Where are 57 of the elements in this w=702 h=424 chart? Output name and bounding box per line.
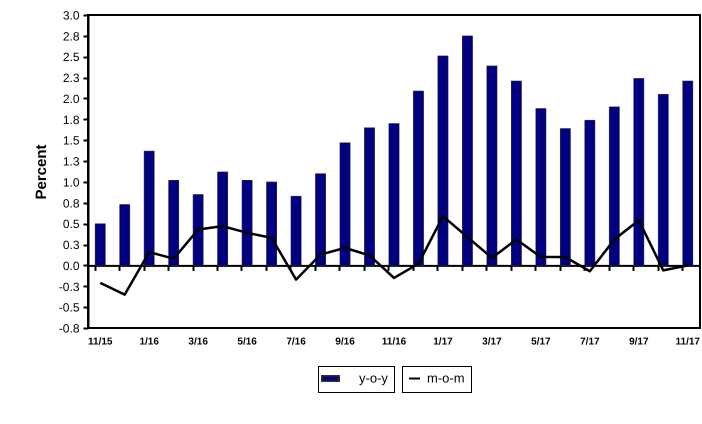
bar <box>144 150 155 266</box>
bar <box>340 142 350 266</box>
x-tick-label: 9/16 <box>335 336 356 348</box>
bar <box>364 127 375 266</box>
y-tick-label: 0.8 <box>62 196 80 210</box>
y-tick-label: -0.3 <box>58 280 80 294</box>
x-tick-label: 7/17 <box>580 336 600 348</box>
y-tick-label: 2.8 <box>62 29 80 44</box>
bar <box>633 78 644 266</box>
bar <box>119 204 130 266</box>
x-tick-label: 3/17 <box>482 336 502 348</box>
y-tick-label: 2.3 <box>62 71 80 86</box>
bar <box>608 106 620 266</box>
y-tick-label: 2.0 <box>62 92 80 106</box>
bar <box>535 108 546 266</box>
y-tick-label: -0.8 <box>58 322 80 336</box>
bar <box>584 120 596 266</box>
y-tick-label: 2.5 <box>62 50 80 64</box>
x-tick-label: 11/16 <box>382 336 407 348</box>
bar <box>217 172 228 266</box>
x-tick-label: 5/17 <box>531 336 552 348</box>
x-tick-label: 7/16 <box>286 336 306 348</box>
legend-label: m-o-m <box>427 370 465 386</box>
y-tick-label: 0.5 <box>62 217 80 232</box>
bar <box>290 196 302 266</box>
legend-label: y-o-y <box>359 370 388 386</box>
y-tick-label: -0.5 <box>58 300 80 315</box>
y-tick-label: 3.0 <box>62 8 80 22</box>
bar <box>462 36 473 266</box>
x-tick-label: 3/16 <box>188 336 208 348</box>
x-tick-label: 1/16 <box>139 336 160 348</box>
x-tick-label: 11/17 <box>676 336 700 348</box>
y-tick-label: 1.3 <box>62 154 80 169</box>
bar <box>266 182 277 266</box>
bar <box>511 80 522 266</box>
bar <box>388 123 400 266</box>
x-tick-label: 11/15 <box>88 336 113 348</box>
y-axis-title: Percent <box>32 144 50 200</box>
bar <box>486 66 498 266</box>
bar <box>438 56 448 266</box>
bar <box>315 173 326 266</box>
bar <box>192 194 204 266</box>
y-tick-label: 0.0 <box>62 258 80 273</box>
bar <box>560 128 571 266</box>
bar <box>242 180 253 266</box>
bar <box>682 80 694 266</box>
y-tick-label: 1.0 <box>62 175 80 190</box>
bar <box>658 94 669 266</box>
x-tick-label: 9/17 <box>629 336 649 348</box>
x-tick-label: 1/17 <box>433 336 454 348</box>
y-tick-label: 0.3 <box>62 238 80 252</box>
y-tick-label: 1.8 <box>62 112 80 127</box>
y-tick-label: 1.5 <box>62 134 80 148</box>
x-tick-label: 5/16 <box>237 336 258 348</box>
bar <box>413 90 424 266</box>
bar <box>94 223 106 266</box>
bar <box>168 180 180 266</box>
